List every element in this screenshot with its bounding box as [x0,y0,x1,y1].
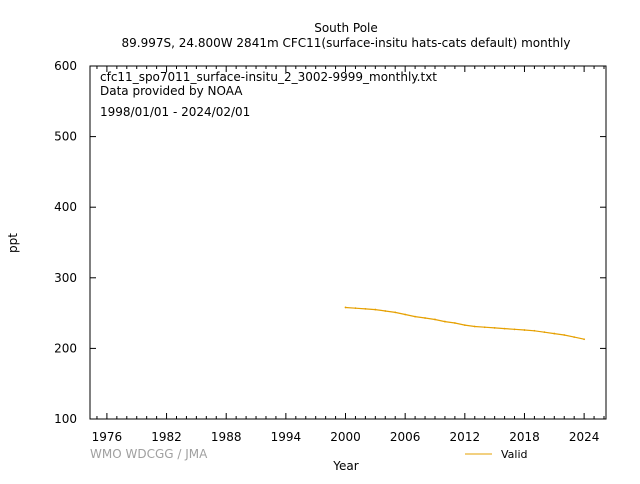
data-point [424,317,426,319]
x-tick-label: 1988 [211,430,242,444]
info-period: 1998/01/01 - 2024/02/01 [100,105,250,119]
x-tick-label: 2000 [330,430,361,444]
data-point [503,327,506,330]
data-point [543,331,546,334]
data-point [374,308,377,311]
data-point [493,327,496,329]
data-point [453,322,456,324]
x-tick-label: 2018 [509,430,540,444]
y-tick-label: 200 [54,341,77,355]
data-point [394,311,397,314]
data-point [384,310,387,312]
data-point [434,318,436,321]
y-tick-label: 300 [54,271,77,285]
data-point [573,336,576,339]
data-point [583,338,586,341]
legend-label: Valid [501,448,528,461]
x-axis: 1976 1982 1988 1994 2000 2006 2012 2018 2024 [92,66,605,444]
x-tick-label: 2006 [390,430,421,444]
data-point [344,306,347,309]
series-line [345,306,585,340]
watermark: WMO WDCGG / JMA [90,447,208,461]
data-point [533,329,536,332]
data-point [473,325,476,328]
y-axis-label: ppt [6,233,20,253]
data-point [483,326,486,329]
plot-frame [89,65,607,420]
data-point [404,313,407,316]
y-tick-label: 600 [54,59,77,73]
data-point [553,332,556,335]
data-point [563,334,566,336]
y-tick-label: 100 [54,412,77,426]
x-tick-label: 1994 [271,430,302,444]
y-axis: 100 200 300 400 500 600 [54,59,606,426]
data-point [364,307,367,310]
legend: Valid [465,448,528,461]
x-tick-label: 2024 [569,430,600,444]
info-provider: Data provided by NOAA [100,84,243,98]
x-tick-label: 1982 [151,430,182,444]
data-point [523,329,526,331]
data-point [463,324,466,327]
x-axis-label: Year [332,459,358,473]
info-filename: cfc11_spo7011_surface-insitu_2_3002-9999… [100,70,437,84]
data-point [444,320,446,323]
series-layer [344,306,586,341]
y-tick-label: 400 [54,200,77,214]
data-point [414,315,417,318]
data-point [354,307,357,310]
x-tick-label: 1976 [92,430,123,444]
chart-subtitle: 89.997S, 24.800W 2841m CFC11(surface-ins… [122,36,571,50]
data-point [513,328,516,331]
x-tick-label: 2012 [450,430,481,444]
chart-title: South Pole [314,21,378,35]
y-tick-label: 500 [54,130,77,144]
